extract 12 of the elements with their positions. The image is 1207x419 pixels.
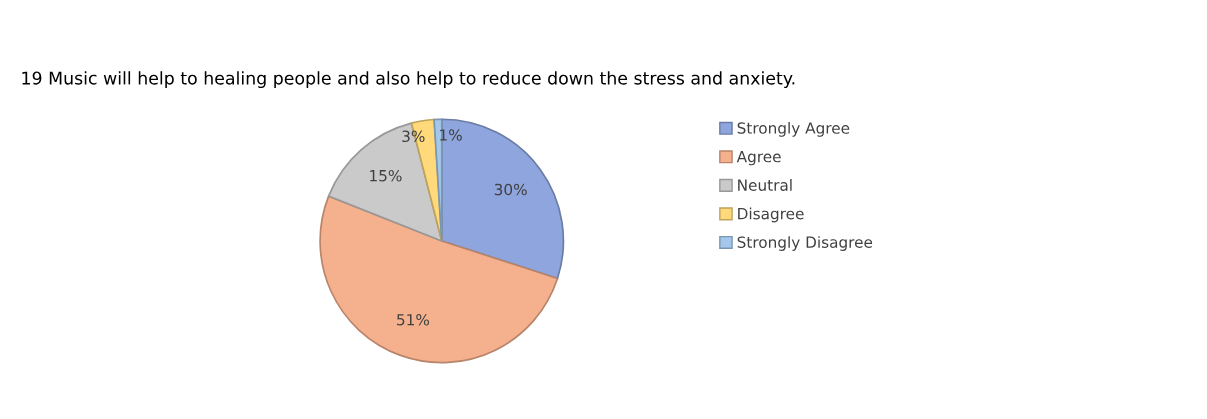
legend-label: Strongly Agree xyxy=(737,121,850,137)
data-label: 30% xyxy=(494,183,527,196)
data-label: 15% xyxy=(370,169,402,182)
legend-label: Agree xyxy=(736,151,781,166)
pie-slice xyxy=(440,118,565,280)
data-label: 51% xyxy=(397,313,430,326)
legend-label: Disagree xyxy=(738,207,804,223)
pie-slice xyxy=(319,195,559,364)
chart-title: 19 Music will help to healing people and also help to reduce down the stress and anxiety. xyxy=(22,71,795,89)
legend-label: Neutral xyxy=(738,179,792,191)
legend-label: Strongly Disagree xyxy=(737,236,873,251)
data-label: 1% xyxy=(440,129,462,141)
